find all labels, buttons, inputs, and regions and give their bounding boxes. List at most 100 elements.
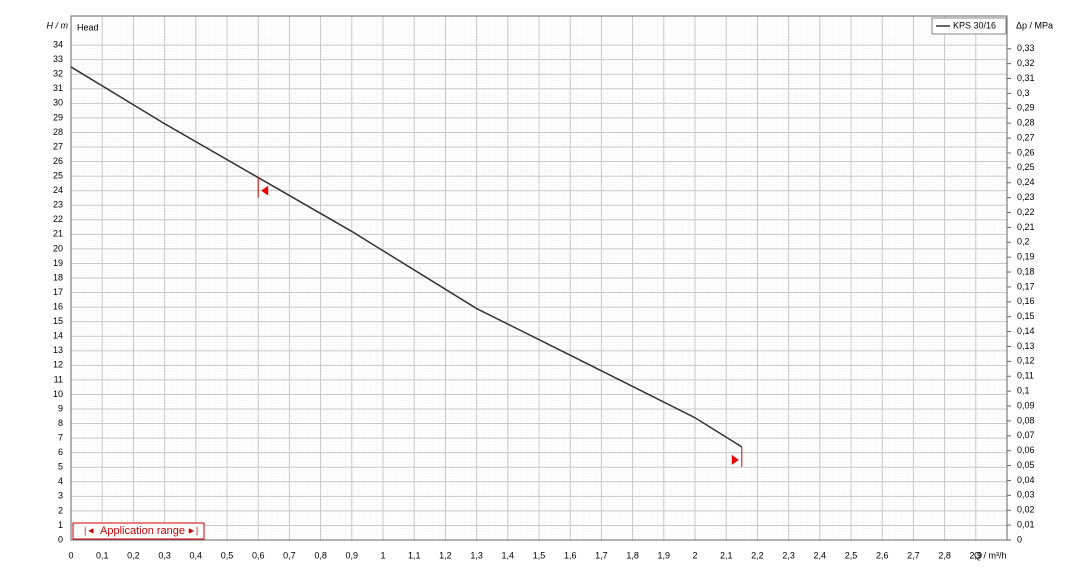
y2-tick-label: 0,26 bbox=[1017, 147, 1035, 157]
y2-tick-label: 0,14 bbox=[1017, 326, 1035, 336]
y2-tick-label: 0,17 bbox=[1017, 281, 1035, 291]
application-range-marker bbox=[261, 185, 269, 196]
x-tick-label: 2 bbox=[692, 550, 697, 560]
x-tick-label: 2,8 bbox=[938, 550, 951, 560]
y-tick-label: 6 bbox=[58, 447, 63, 457]
legend-label: KPS 30/16 bbox=[953, 20, 996, 30]
x-axis-label: Q / m³/h bbox=[974, 550, 1007, 560]
y2-tick-label: 0,16 bbox=[1017, 296, 1035, 306]
y2-tick-label: 0,25 bbox=[1017, 162, 1035, 172]
y-tick-label: 10 bbox=[53, 389, 63, 399]
y2-tick-label: 0,09 bbox=[1017, 400, 1035, 410]
y-tick-label: 13 bbox=[53, 345, 63, 355]
y-tick-label: 32 bbox=[53, 69, 63, 79]
y-tick-label: 14 bbox=[53, 331, 63, 341]
y2-tick-label: 0,05 bbox=[1017, 460, 1035, 470]
y-tick-label: 8 bbox=[58, 418, 63, 428]
x-tick-label: 2,4 bbox=[814, 550, 827, 560]
application-range-marker bbox=[731, 454, 739, 465]
y2-tick-label: 0,02 bbox=[1017, 505, 1035, 515]
x-tick-label: 0,7 bbox=[283, 550, 296, 560]
y2-tick-label: 0,23 bbox=[1017, 192, 1035, 202]
y2-tick-label: 0,03 bbox=[1017, 490, 1035, 500]
x-tick-label: 0,9 bbox=[346, 550, 359, 560]
y-tick-label: 23 bbox=[53, 200, 63, 210]
x-tick-label: 2,3 bbox=[782, 550, 795, 560]
x-tick-label: 1 bbox=[380, 550, 385, 560]
y2-tick-label: 0,33 bbox=[1017, 43, 1035, 53]
y-tick-label: 12 bbox=[53, 360, 63, 370]
y-tick-label: 28 bbox=[53, 127, 63, 137]
y2-tick-label: 0,13 bbox=[1017, 341, 1035, 351]
y-axis-title: Head bbox=[77, 22, 99, 32]
y2-tick-label: 0,01 bbox=[1017, 519, 1035, 529]
legend bbox=[931, 17, 1007, 35]
x-tick-label: 0,1 bbox=[96, 550, 109, 560]
y2-tick-label: 0,12 bbox=[1017, 356, 1035, 366]
y-tick-label: 30 bbox=[53, 98, 63, 108]
y-tick-label: 31 bbox=[53, 83, 63, 93]
y2-tick-label: 0,24 bbox=[1017, 177, 1035, 187]
y-tick-label: 18 bbox=[53, 272, 63, 282]
application-range-label: Application range bbox=[100, 525, 185, 537]
y2-tick-label: 0,21 bbox=[1017, 222, 1035, 232]
y2-tick-label: 0,32 bbox=[1017, 58, 1035, 68]
x-tick-label: 0 bbox=[68, 550, 73, 560]
y-tick-label: 4 bbox=[58, 476, 63, 486]
x-tick-label: 2,2 bbox=[751, 550, 764, 560]
x-tick-label: 1,2 bbox=[439, 550, 452, 560]
y2-tick-label: 0,28 bbox=[1017, 118, 1035, 128]
y-axis-label: H / m bbox=[47, 20, 69, 30]
x-tick-label: 1,8 bbox=[626, 550, 639, 560]
y2-tick-label: 0,29 bbox=[1017, 103, 1035, 113]
x-tick-label: 1,7 bbox=[595, 550, 608, 560]
x-tick-label: 2,5 bbox=[845, 550, 858, 560]
y2-tick-label: 0,04 bbox=[1017, 475, 1035, 485]
y-tick-label: 26 bbox=[53, 156, 63, 166]
x-tick-label: 1,3 bbox=[470, 550, 483, 560]
range-icon-left: |◄ bbox=[84, 525, 95, 535]
y-tick-label: 27 bbox=[53, 141, 63, 151]
y-tick-label: 33 bbox=[53, 54, 63, 64]
y-tick-label: 17 bbox=[53, 287, 63, 297]
range-icon-right: ►| bbox=[187, 525, 198, 535]
y2-tick-label: 0,2 bbox=[1017, 237, 1030, 247]
y-tick-label: 0 bbox=[58, 534, 63, 544]
y2-tick-label: 0,11 bbox=[1017, 371, 1034, 381]
y-tick-label: 5 bbox=[58, 462, 63, 472]
x-tick-label: 1,9 bbox=[658, 550, 671, 560]
x-tick-label: 2,6 bbox=[876, 550, 889, 560]
y-tick-label: 16 bbox=[53, 301, 63, 311]
y-tick-label: 7 bbox=[58, 432, 63, 442]
y-tick-label: 3 bbox=[58, 491, 63, 501]
x-tick-label: 0,6 bbox=[252, 550, 265, 560]
y2-tick-label: 0,31 bbox=[1017, 73, 1035, 83]
y2-tick-label: 0,1 bbox=[1017, 386, 1030, 396]
plot-frame bbox=[70, 15, 1008, 541]
y-tick-label: 15 bbox=[53, 316, 63, 326]
y2-axis-label: Δp / MPa bbox=[1016, 20, 1053, 30]
y2-tick-label: 0,15 bbox=[1017, 311, 1035, 321]
x-tick-label: 1,5 bbox=[533, 550, 546, 560]
x-tick-label: 2,1 bbox=[720, 550, 733, 560]
y-tick-label: 19 bbox=[53, 258, 63, 268]
y2-tick-label: 0,18 bbox=[1017, 266, 1035, 276]
y-tick-label: 11 bbox=[54, 374, 63, 384]
y-tick-label: 20 bbox=[53, 243, 63, 253]
y-tick-label: 34 bbox=[53, 39, 63, 49]
x-tick-label: 2,7 bbox=[907, 550, 920, 560]
y2-tick-label: 0,19 bbox=[1017, 252, 1035, 262]
x-tick-label: 2,9 bbox=[970, 550, 983, 560]
x-tick-label: 0,2 bbox=[127, 550, 140, 560]
y2-tick-label: 0,3 bbox=[1017, 88, 1030, 98]
y2-tick-label: 0,06 bbox=[1017, 445, 1035, 455]
x-tick-label: 0,8 bbox=[314, 550, 327, 560]
y-tick-label: 29 bbox=[53, 112, 63, 122]
y-tick-label: 24 bbox=[53, 185, 63, 195]
y2-tick-label: 0,07 bbox=[1017, 430, 1035, 440]
line bbox=[70, 66, 743, 448]
y2-tick-label: 0,27 bbox=[1017, 132, 1035, 142]
x-tick-label: 1,6 bbox=[564, 550, 577, 560]
x-tick-label: 0,5 bbox=[221, 550, 234, 560]
